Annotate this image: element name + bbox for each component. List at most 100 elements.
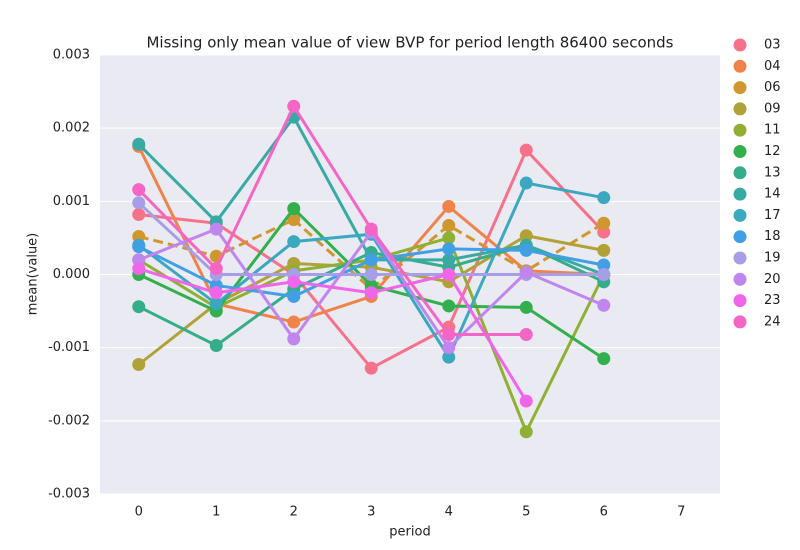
data-point — [287, 332, 301, 346]
legend-marker — [733, 102, 747, 116]
legend-marker — [733, 208, 747, 222]
legend-label: 19 — [764, 251, 781, 266]
x-tick-label: 1 — [212, 505, 220, 520]
legend-marker — [733, 251, 747, 265]
legend-label: 13 — [764, 165, 781, 180]
data-point — [442, 268, 456, 281]
legend-label: 04 — [764, 59, 781, 74]
x-tick-label: 3 — [367, 505, 375, 520]
data-point — [287, 275, 301, 289]
data-point — [597, 352, 611, 366]
data-point — [442, 350, 456, 364]
y-tick-label: 0.001 — [53, 194, 90, 209]
data-point — [519, 300, 533, 314]
legend-label: 14 — [764, 187, 781, 202]
y-tick-label: 0.003 — [53, 48, 90, 63]
data-point — [597, 268, 611, 281]
data-point — [132, 240, 146, 254]
data-point — [132, 183, 146, 197]
data-point — [442, 299, 456, 313]
legend-marker — [733, 272, 747, 286]
data-point — [519, 243, 533, 257]
data-point — [597, 243, 611, 257]
x-tick-label: 0 — [135, 505, 143, 520]
data-point — [132, 300, 146, 314]
legend-marker — [733, 59, 747, 73]
y-tick-label: 0.000 — [53, 267, 90, 282]
legend-label: 18 — [764, 229, 781, 244]
y-tick-label: -0.003 — [48, 487, 90, 502]
legend-marker — [733, 230, 747, 244]
data-point — [442, 242, 456, 256]
legend-marker — [733, 187, 747, 201]
y-axis-label: mean(value) — [26, 233, 41, 316]
legend-label: 03 — [764, 38, 781, 53]
legend-marker — [733, 38, 747, 52]
data-point — [597, 216, 611, 230]
data-point — [132, 357, 146, 371]
data-point — [209, 286, 223, 300]
data-point — [519, 265, 533, 279]
legend-label: 11 — [764, 123, 781, 138]
data-point — [209, 262, 223, 276]
data-point — [597, 191, 611, 205]
data-point — [597, 298, 611, 312]
series-line — [138, 267, 528, 402]
legend-label: 06 — [764, 80, 781, 95]
data-point — [364, 268, 378, 281]
legend-label: 20 — [764, 272, 781, 287]
data-point — [287, 99, 301, 113]
data-point — [519, 327, 533, 341]
data-point — [209, 338, 223, 352]
data-point — [442, 253, 456, 267]
data-point — [132, 196, 146, 210]
legend-marker — [733, 123, 747, 137]
legend-marker — [733, 145, 747, 158]
x-axis-label: period — [389, 525, 430, 540]
legend-label: 17 — [764, 208, 781, 223]
x-tick-label: 4 — [445, 505, 453, 520]
data-point — [364, 361, 378, 375]
data-point — [519, 394, 533, 408]
data-point — [597, 258, 611, 272]
data-point — [287, 235, 301, 249]
data-point — [519, 143, 533, 157]
data-point — [364, 222, 378, 236]
data-point — [132, 137, 146, 151]
data-point — [132, 262, 146, 276]
x-tick-label: 7 — [677, 505, 685, 520]
data-point — [442, 341, 456, 355]
legend-marker — [733, 315, 747, 329]
legend-marker — [733, 294, 747, 308]
data-point — [287, 315, 301, 329]
data-point — [442, 218, 456, 232]
data-point — [442, 199, 456, 213]
data-point — [519, 229, 533, 243]
data-point — [287, 213, 301, 227]
x-tick-label: 5 — [522, 505, 530, 520]
data-point — [519, 176, 533, 190]
data-point — [287, 289, 301, 303]
data-point — [364, 286, 378, 300]
legend-label: 23 — [764, 293, 781, 308]
data-point — [209, 297, 223, 311]
legend-label: 12 — [764, 144, 781, 159]
data-point — [442, 231, 456, 245]
data-point — [519, 425, 533, 439]
y-tick-label: -0.001 — [48, 340, 90, 355]
legend-marker — [733, 81, 747, 95]
y-tick-label: 0.002 — [53, 121, 90, 136]
legend-marker — [733, 166, 747, 180]
data-point — [132, 208, 146, 222]
legend-label: 09 — [764, 101, 781, 116]
x-tick-label: 6 — [600, 505, 608, 520]
data-point — [287, 202, 301, 216]
series-line — [137, 103, 527, 336]
data-point — [442, 327, 456, 341]
data-point — [209, 222, 223, 236]
x-tick-label: 2 — [290, 505, 298, 520]
data-point — [364, 253, 378, 267]
legend-label: 24 — [764, 314, 781, 329]
chart-title: Missing only mean value of view BVP for … — [146, 34, 673, 52]
